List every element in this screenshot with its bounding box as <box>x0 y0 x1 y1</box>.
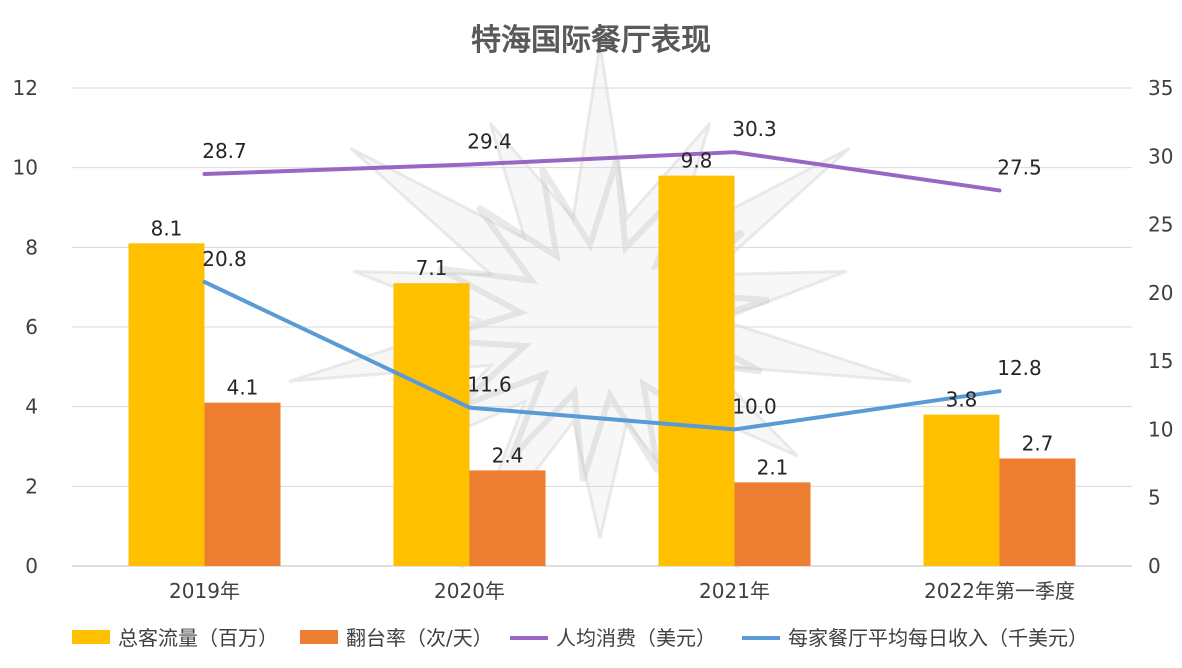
x-tick-label: 2022年第一季度 <box>924 579 1075 603</box>
bar-data-label: 2.1 <box>757 455 789 479</box>
y-right-tick-label: 10 <box>1148 417 1173 441</box>
legend: 总客流量（百万） 翻台率（次/天） 人均消费（美元） 每家餐厅平均每日收入（千美元） <box>72 626 1088 650</box>
bar-data-label: 2.7 <box>1022 431 1054 455</box>
line-data-label: 28.7 <box>202 139 247 163</box>
line-data-label: 20.8 <box>202 247 247 271</box>
chart-title: 特海国际餐厅表现 <box>471 23 711 58</box>
line-data-label: 27.5 <box>997 155 1042 179</box>
bar <box>923 414 1000 566</box>
bar-data-label: 7.1 <box>416 256 448 280</box>
y-left-tick-label: 2 <box>25 474 38 498</box>
legend-label: 人均消费（美元） <box>556 626 716 650</box>
bar <box>734 482 811 566</box>
y-right-tick-label: 20 <box>1148 281 1173 305</box>
legend-label: 每家餐厅平均每日收入（千美元） <box>788 626 1088 650</box>
line-data-label: 30.3 <box>732 117 777 141</box>
y-right-tick-label: 25 <box>1148 213 1173 237</box>
x-tick-label: 2021年 <box>699 579 770 603</box>
y-left-tick-label: 0 <box>25 554 38 578</box>
bar <box>204 402 281 566</box>
y-left-tick-label: 4 <box>25 395 38 419</box>
bar <box>658 175 735 566</box>
lines <box>202 150 1002 432</box>
x-tick-label: 2020年 <box>434 579 505 603</box>
y-right-tick-label: 30 <box>1148 144 1173 168</box>
bar-data-label: 2.4 <box>492 443 524 467</box>
line-series <box>202 150 1002 193</box>
y-right-tick-label: 0 <box>1148 554 1161 578</box>
line-data-label: 12.8 <box>997 356 1042 380</box>
y-right-tick-label: 15 <box>1148 349 1173 373</box>
x-tick-label: 2019年 <box>169 579 240 603</box>
bar-data-label: 9.8 <box>681 149 713 173</box>
y-left-tick-label: 10 <box>13 156 38 180</box>
legend-swatch-bar <box>300 630 338 644</box>
watermark-star <box>288 44 912 570</box>
y-left-tick-label: 12 <box>13 76 38 100</box>
axes: 0 2 4 6 8 10 12 0 5 10 15 20 25 30 35 2019年 2020年 2021年 20… <box>13 76 1174 603</box>
starburst-watermark <box>288 44 912 570</box>
bar-data-label: 4.1 <box>227 376 259 400</box>
line-data-label: 29.4 <box>467 129 512 153</box>
bar-data-label: 3.8 <box>946 388 978 412</box>
legend-swatch-bar <box>72 630 110 644</box>
bar <box>128 243 205 566</box>
y-left-tick-label: 8 <box>25 235 38 259</box>
line-data-label: 10.0 <box>732 394 777 418</box>
bar-data-label: 8.1 <box>151 216 183 240</box>
bar <box>999 458 1076 566</box>
legend-label: 总客流量（百万） <box>118 626 278 650</box>
bars <box>128 175 1076 566</box>
y-left-tick-label: 6 <box>25 315 38 339</box>
data-labels: 8.1 7.1 9.8 3.8 4.1 2.4 2.1 2.7 28.7 29.4 30.3 27.5… <box>151 117 1054 479</box>
y-right-tick-label: 5 <box>1148 486 1161 510</box>
line-series <box>202 279 1002 432</box>
bar <box>393 283 470 566</box>
legend-label: 翻台率（次/天） <box>346 626 493 650</box>
line-data-label: 11.6 <box>467 373 512 397</box>
bar <box>469 470 546 566</box>
y-right-tick-label: 35 <box>1148 76 1173 100</box>
